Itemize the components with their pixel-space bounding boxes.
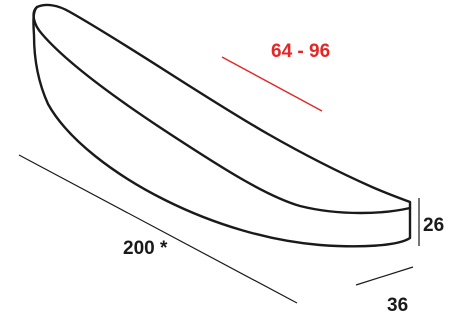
curve-depth-label: 64 - 96 <box>271 41 330 62</box>
depth-label: 36 <box>387 295 408 316</box>
cushion-top-edge <box>32 5 412 215</box>
length-label: 200 * <box>123 238 168 259</box>
cushion-body <box>32 3 412 248</box>
height-label: 26 <box>423 215 444 236</box>
cushion-outline <box>32 3 412 248</box>
length-dimension-line <box>18 154 298 304</box>
depth-dimension-line <box>355 266 414 286</box>
curve-depth-dimension-line <box>221 56 323 112</box>
